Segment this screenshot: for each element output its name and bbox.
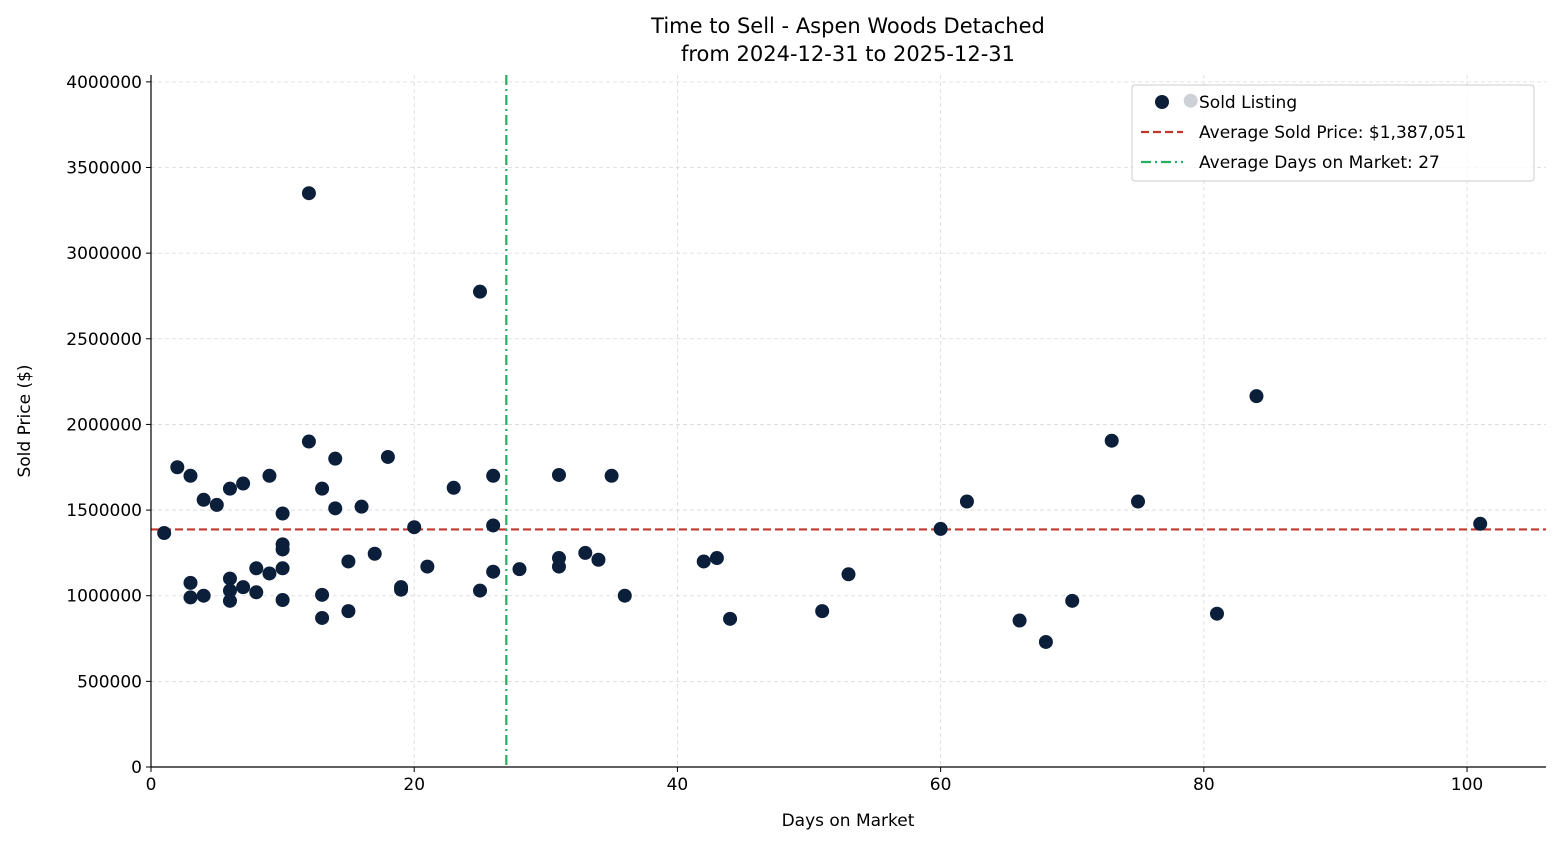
data-point [1038, 634, 1053, 649]
data-point [1209, 606, 1224, 621]
y-axis-label: Sold Price ($) [15, 364, 35, 477]
data-point [236, 476, 251, 491]
data-point [551, 559, 566, 574]
data-point [301, 186, 316, 201]
legend: Sold Listing Average Sold Price: $1,387,… [1131, 84, 1535, 182]
data-point [1249, 389, 1264, 404]
x-tick-label: 40 [667, 775, 689, 795]
data-point [183, 468, 198, 483]
data-point [222, 583, 237, 598]
data-point [473, 284, 488, 299]
y-tick-label: 500000 [77, 672, 142, 692]
data-point [262, 566, 277, 581]
data-point [275, 506, 290, 521]
legend-label-avg-price: Average Sold Price: $1,387,051 [1199, 123, 1466, 143]
data-point [222, 571, 237, 586]
data-point [604, 468, 619, 483]
data-point [591, 552, 606, 567]
data-point [301, 434, 316, 449]
data-point [275, 592, 290, 607]
data-point [222, 481, 237, 496]
data-point [341, 604, 356, 619]
data-point [394, 582, 409, 597]
data-point [196, 492, 211, 507]
data-point [275, 561, 290, 576]
reference-lines [151, 75, 1546, 767]
data-point [183, 590, 198, 605]
data-point [407, 520, 422, 535]
data-point [420, 559, 435, 574]
data-point [249, 585, 264, 600]
data-point [1131, 494, 1146, 509]
data-point [446, 480, 461, 495]
y-tick-label: 3000000 [66, 244, 142, 264]
data-point [315, 587, 330, 602]
data-point [209, 497, 224, 512]
chart-subtitle: from 2024-12-31 to 2025-12-31 [681, 42, 1015, 66]
data-point [486, 564, 501, 579]
data-point [341, 554, 356, 569]
y-tick-label: 0 [131, 758, 142, 778]
axes: 0 20 40 60 80 100 0 500000 1000000 1500000 2000000… [66, 73, 1546, 795]
data-point [486, 468, 501, 483]
data-point [473, 583, 488, 598]
x-axis-label: Days on Market [782, 811, 915, 831]
data-point [157, 526, 172, 541]
data-point [1104, 433, 1119, 448]
data-point [275, 542, 290, 557]
legend-label-avg-days: Average Days on Market: 27 [1199, 153, 1440, 173]
data-point [933, 521, 948, 536]
x-tick-label: 20 [403, 775, 425, 795]
y-tick-label: 1000000 [66, 587, 142, 607]
data-point [551, 467, 566, 482]
data-point [196, 588, 211, 603]
data-point [1473, 516, 1488, 531]
data-point [222, 593, 237, 608]
data-point [328, 451, 343, 466]
data-point [380, 449, 395, 464]
data-point [367, 546, 382, 561]
data-point [249, 561, 264, 576]
y-tick-label: 3500000 [66, 158, 142, 178]
data-point [841, 567, 856, 582]
data-point [170, 460, 185, 475]
data-point [959, 494, 974, 509]
data-point [315, 610, 330, 625]
data-point [617, 588, 632, 603]
data-point [486, 518, 501, 533]
data-point [1065, 593, 1080, 608]
data-point [512, 562, 527, 577]
legend-marker-sold [1155, 95, 1169, 109]
x-tick-label: 0 [146, 775, 157, 795]
x-tick-label: 60 [930, 775, 952, 795]
x-tick-label: 100 [1451, 775, 1483, 795]
data-point [696, 554, 711, 569]
legend-label-sold: Sold Listing [1199, 93, 1297, 113]
data-point [1012, 613, 1027, 628]
data-point [578, 545, 593, 560]
data-point [354, 499, 369, 514]
data-point [815, 604, 830, 619]
data-point [262, 468, 277, 483]
y-tick-label: 1500000 [66, 501, 142, 521]
y-tick-label: 2000000 [66, 415, 142, 435]
data-point [709, 551, 724, 566]
y-tick-label: 4000000 [66, 73, 142, 93]
data-point [315, 481, 330, 496]
data-point [723, 611, 738, 626]
y-tick-label: 2500000 [66, 330, 142, 350]
chart-title: Time to Sell - Aspen Woods Detached [650, 14, 1045, 38]
data-point [328, 501, 343, 516]
data-point [236, 580, 251, 595]
data-point [183, 575, 198, 590]
x-tick-label: 80 [1193, 775, 1215, 795]
